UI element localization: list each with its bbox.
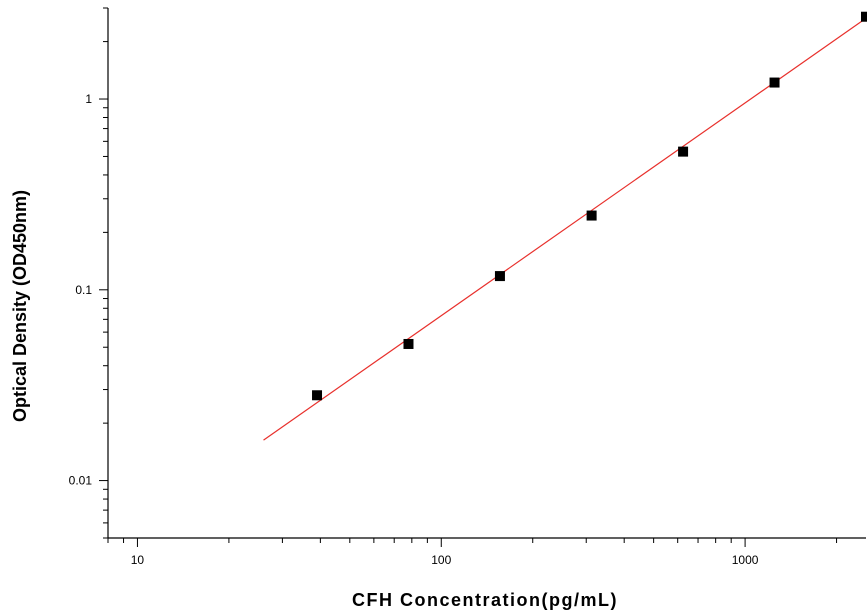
y-axis-label: Optical Density (OD450nm) <box>10 190 30 422</box>
data-point <box>678 146 689 157</box>
data-point <box>494 271 505 282</box>
x-tick-label: 100 <box>431 553 451 567</box>
data-point <box>586 210 597 221</box>
fit-line-group <box>263 17 867 441</box>
y-tick-label: 0.01 <box>69 474 93 488</box>
data-point <box>769 77 780 88</box>
data-points-group <box>312 11 867 401</box>
data-point <box>861 11 867 22</box>
y-tick-label: 1 <box>85 92 92 106</box>
axes: 10 100 1000 0.01 0.1 1 <box>69 7 866 567</box>
x-tick-label: 10 <box>131 553 145 567</box>
x-axis-label: CFH Concentration(pg/mL) <box>352 590 618 610</box>
fit-line <box>263 17 867 441</box>
data-point <box>403 338 414 349</box>
y-tick-label: 0.1 <box>75 283 92 297</box>
data-point <box>312 390 323 401</box>
x-tick-label: 1000 <box>732 553 759 567</box>
